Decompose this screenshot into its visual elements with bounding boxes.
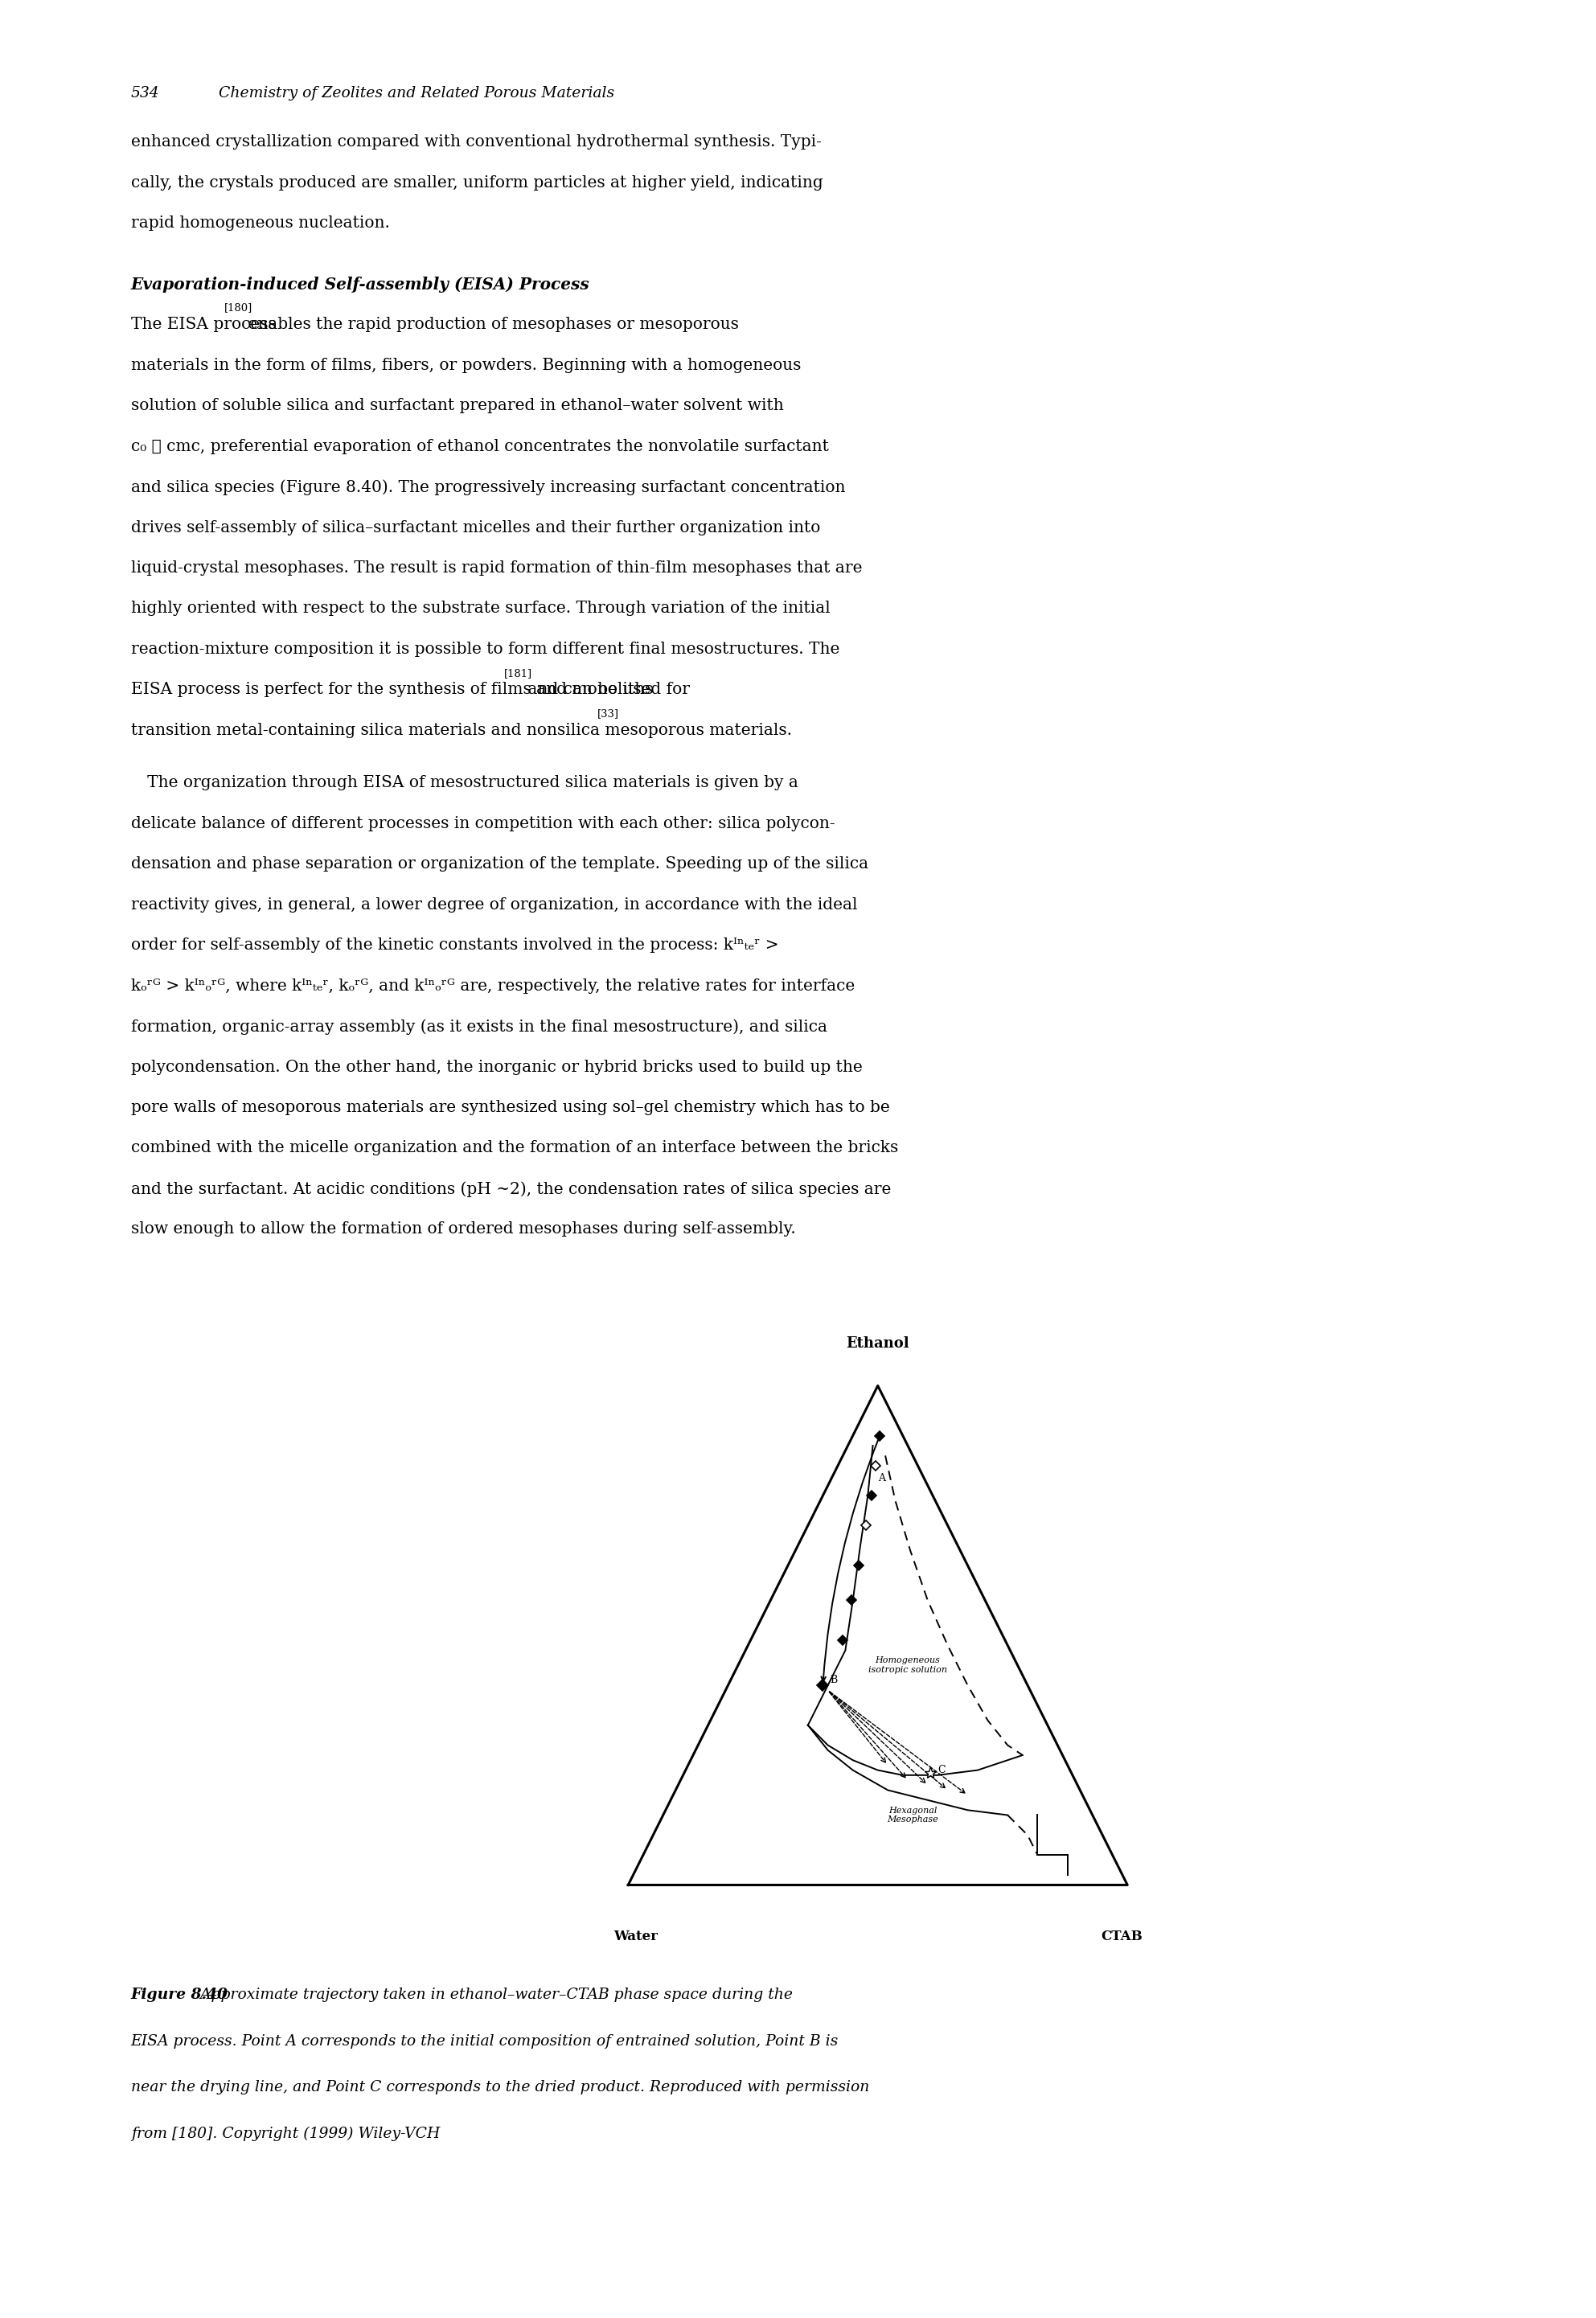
Text: B: B <box>830 1676 838 1685</box>
Text: C: C <box>938 1764 945 1776</box>
Text: and silica species (Figure 8.40). The progressively increasing surfactant concen: and silica species (Figure 8.40). The pr… <box>131 480 846 496</box>
Text: Water: Water <box>613 1931 658 1942</box>
Text: enables the rapid production of mesophases or mesoporous: enables the rapid production of mesophas… <box>243 318 739 331</box>
Text: highly oriented with respect to the substrate surface. Through variation of the : highly oriented with respect to the subs… <box>131 600 830 617</box>
Text: Homogeneous
isotropic solution: Homogeneous isotropic solution <box>868 1657 946 1674</box>
Text: materials in the form of films, fibers, or powders. Beginning with a homogeneous: materials in the form of films, fibers, … <box>131 357 801 373</box>
Text: slow enough to allow the formation of ordered mesophases during self-assembly.: slow enough to allow the formation of or… <box>131 1222 795 1238</box>
Text: Approximate trajectory taken in ethanol–water–CTAB phase space during the: Approximate trajectory taken in ethanol–… <box>190 1987 793 2003</box>
Text: polycondensation. On the other hand, the inorganic or hybrid bricks used to buil: polycondensation. On the other hand, the… <box>131 1059 862 1076</box>
Text: The organization through EISA of mesostructured silica materials is given by a: The organization through EISA of mesostr… <box>131 774 798 790</box>
Text: [33]: [33] <box>597 709 619 719</box>
Text: 534: 534 <box>131 86 160 100</box>
Text: reaction-mixture composition it is possible to form different final mesostructur: reaction-mixture composition it is possi… <box>131 642 839 656</box>
Text: The EISA process: The EISA process <box>131 318 276 331</box>
Text: A: A <box>878 1472 886 1484</box>
Text: kₒʳᴳ > kᴵⁿₒʳᴳ, where kᴵⁿₜₑʳ, kₒʳᴳ, and kᴵⁿₒʳᴳ are, respectively, the relative ra: kₒʳᴳ > kᴵⁿₒʳᴳ, where kᴵⁿₜₑʳ, kₒʳᴳ, and k… <box>131 978 855 994</box>
Text: liquid-crystal mesophases. The result is rapid formation of thin-film mesophases: liquid-crystal mesophases. The result is… <box>131 561 862 575</box>
Text: near the drying line, and Point C corresponds to the dried product. Reproduced w: near the drying line, and Point C corres… <box>131 2079 870 2095</box>
Text: densation and phase separation or organization of the template. Speeding up of t: densation and phase separation or organi… <box>131 855 868 872</box>
Text: Ethanol: Ethanol <box>846 1335 910 1351</box>
Text: Figure 8.40: Figure 8.40 <box>131 1987 228 2003</box>
Text: reactivity gives, in general, a lower degree of organization, in accordance with: reactivity gives, in general, a lower de… <box>131 897 857 913</box>
Text: Chemistry of Zeolites and Related Porous Materials: Chemistry of Zeolites and Related Porous… <box>219 86 614 100</box>
Text: from [180]. Copyright (1999) Wiley-VCH: from [180]. Copyright (1999) Wiley-VCH <box>131 2126 440 2142</box>
Text: rapid homogeneous nucleation.: rapid homogeneous nucleation. <box>131 216 389 232</box>
Text: combined with the micelle organization and the formation of an interface between: combined with the micelle organization a… <box>131 1140 899 1157</box>
Text: transition metal-containing silica materials and nonsilica mesoporous materials.: transition metal-containing silica mater… <box>131 723 792 737</box>
Text: solution of soluble silica and surfactant prepared in ethanol–water solvent with: solution of soluble silica and surfactan… <box>131 399 784 413</box>
Text: [180]: [180] <box>223 304 252 313</box>
Text: EISA process is perfect for the synthesis of films and monoliths: EISA process is perfect for the synthesi… <box>131 681 653 698</box>
Text: c₀ ≪ cmc, preferential evaporation of ethanol concentrates the nonvolatile surfa: c₀ ≪ cmc, preferential evaporation of et… <box>131 438 828 454</box>
Text: formation, organic-array assembly (as it exists in the final mesostructure), and: formation, organic-array assembly (as it… <box>131 1018 827 1034</box>
Text: Hexagonal
Mesophase: Hexagonal Mesophase <box>887 1806 938 1824</box>
Text: drives self-assembly of silica–surfactant micelles and their further organizatio: drives self-assembly of silica–surfactan… <box>131 519 820 535</box>
Text: and the surfactant. At acidic conditions (pH ∼2), the condensation rates of sili: and the surfactant. At acidic conditions… <box>131 1180 891 1196</box>
Text: and can be used for: and can be used for <box>523 681 689 698</box>
Text: CTAB: CTAB <box>1101 1931 1143 1942</box>
Text: EISA process. Point A corresponds to the initial composition of entrained soluti: EISA process. Point A corresponds to the… <box>131 2033 838 2049</box>
Text: [181]: [181] <box>504 668 531 679</box>
Text: Evaporation-induced Self-assembly (EISA) Process: Evaporation-induced Self-assembly (EISA)… <box>131 276 591 292</box>
Text: pore walls of mesoporous materials are synthesized using sol–gel chemistry which: pore walls of mesoporous materials are s… <box>131 1099 889 1115</box>
Text: delicate balance of different processes in competition with each other: silica p: delicate balance of different processes … <box>131 816 835 832</box>
Text: order for self-assembly of the kinetic constants involved in the process: kᴵⁿₜₑʳ: order for self-assembly of the kinetic c… <box>131 936 779 953</box>
Text: enhanced crystallization compared with conventional hydrothermal synthesis. Typi: enhanced crystallization compared with c… <box>131 134 822 151</box>
Text: cally, the crystals produced are smaller, uniform particles at higher yield, ind: cally, the crystals produced are smaller… <box>131 174 824 190</box>
